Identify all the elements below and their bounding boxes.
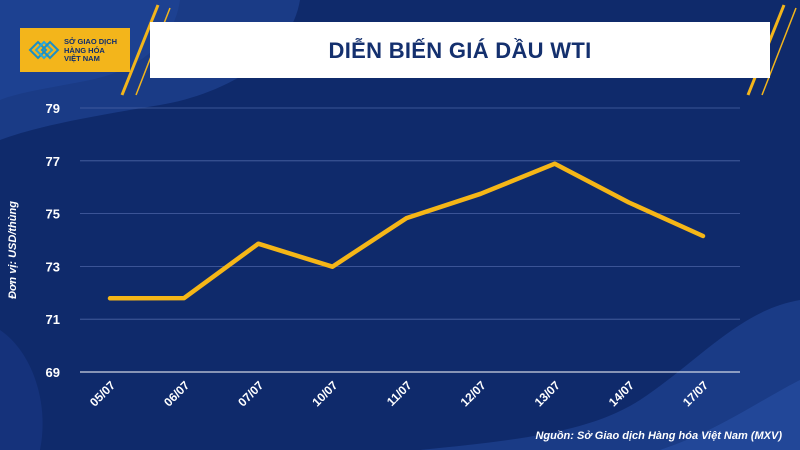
x-axis-ticks: 05/07 06/07 07/07 10/07 11/07 12/07 13/07 14/07… bbox=[87, 378, 711, 409]
x-tick-label: 11/07 bbox=[384, 378, 415, 409]
grid-lines bbox=[80, 107, 740, 320]
y-axis-ticks: 69 71 73 75 77 79 bbox=[46, 101, 60, 380]
x-tick-label: 17/07 bbox=[680, 378, 711, 409]
y-tick-label: 79 bbox=[46, 101, 60, 116]
x-tick-label: 07/07 bbox=[235, 378, 266, 409]
wave-logo-icon bbox=[28, 40, 60, 60]
x-tick-label: 13/07 bbox=[532, 378, 563, 409]
y-tick-label: 73 bbox=[46, 259, 60, 274]
x-tick-label: 06/07 bbox=[161, 378, 192, 409]
x-tick-label: 14/07 bbox=[606, 378, 637, 409]
logo-line-2: HÀNG HÓA bbox=[64, 45, 105, 55]
chart-title: DIỄN BIẾN GIÁ DẦU WTI bbox=[328, 38, 592, 63]
y-tick-label: 77 bbox=[46, 154, 60, 169]
logo-line-3: VIỆT NAM bbox=[64, 54, 100, 63]
source-note: Nguồn: Sở Giao dịch Hàng hóa Việt Nam (M… bbox=[535, 430, 782, 442]
title-bar: DIỄN BIẾN GIÁ DẦU WTI bbox=[150, 22, 770, 78]
y-tick-label: 75 bbox=[46, 207, 60, 222]
exchange-logo: SỞ GIAO DỊCH HÀNG HÓA VIỆT NAM bbox=[20, 28, 130, 72]
y-tick-label: 71 bbox=[46, 312, 60, 327]
y-axis-label: Đơn vị: USD/thùng bbox=[7, 201, 19, 299]
x-tick-label: 12/07 bbox=[458, 378, 489, 409]
x-tick-label: 10/07 bbox=[309, 378, 340, 409]
logo-text: SỞ GIAO DỊCH HÀNG HÓA VIỆT NAM bbox=[64, 37, 128, 64]
y-tick-label: 69 bbox=[46, 365, 60, 380]
logo-line-1: SỞ GIAO DỊCH bbox=[64, 37, 118, 46]
wti-price-line bbox=[107, 161, 706, 301]
x-tick-label: 05/07 bbox=[87, 378, 118, 409]
